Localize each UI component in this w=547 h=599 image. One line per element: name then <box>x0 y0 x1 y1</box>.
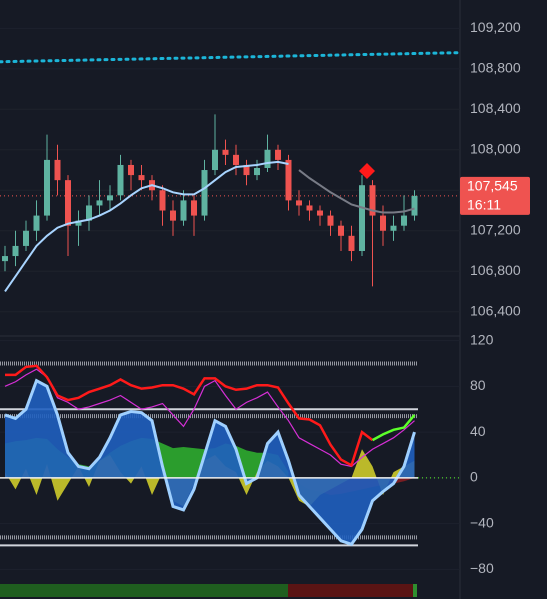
candle-body <box>285 159 292 201</box>
candle-body <box>191 200 197 216</box>
candle-body <box>170 210 176 221</box>
candle-body <box>306 205 313 211</box>
state-strip-bull <box>0 584 288 597</box>
candle-body <box>128 164 134 176</box>
y-tick-label: 40 <box>470 423 486 439</box>
candle-body <box>401 215 407 226</box>
last-price-label: 107,545 <box>467 178 518 194</box>
candle-body <box>201 170 208 216</box>
oscillator-line <box>371 414 416 442</box>
y-tick-label: 108,000 <box>470 140 521 156</box>
candle-body <box>44 159 50 216</box>
candle-body <box>2 256 8 262</box>
candle-body <box>243 164 250 176</box>
oscillator-line <box>5 364 374 468</box>
candle-body <box>138 175 145 181</box>
candle-body <box>212 149 218 171</box>
moving-average <box>298 169 415 214</box>
candle-body <box>96 200 103 206</box>
candle-body <box>348 235 355 251</box>
y-tick-label: −80 <box>470 560 494 576</box>
candle-body <box>327 215 334 226</box>
signal-marker <box>359 163 375 180</box>
candle-body <box>107 195 113 201</box>
candle-body <box>296 200 302 206</box>
candle-body <box>275 149 281 160</box>
candle-body <box>338 225 344 236</box>
candle-body <box>117 164 124 196</box>
last-price-tag <box>460 176 530 215</box>
y-tick-label: 120 <box>470 331 494 347</box>
candle-body <box>411 195 418 216</box>
candle-body <box>23 230 29 246</box>
candle-body <box>390 225 397 231</box>
y-tick-label: 109,200 <box>470 19 521 35</box>
moving-average <box>4 160 289 293</box>
state-strip-bear <box>288 584 413 597</box>
y-tick-label: 80 <box>470 377 486 393</box>
countdown-label: 16:11 <box>467 197 501 213</box>
candle-body <box>380 215 386 231</box>
wave-area <box>5 380 415 545</box>
candle-body <box>180 200 187 221</box>
candle-body <box>359 185 365 251</box>
candle-body <box>12 245 19 257</box>
candle-body <box>159 190 166 211</box>
y-tick-label: −40 <box>470 514 494 530</box>
candle-body <box>33 215 40 231</box>
candle-body <box>54 159 61 181</box>
candle-body <box>254 168 260 176</box>
candle-body <box>264 149 271 169</box>
y-tick-label: 108,400 <box>470 100 521 116</box>
y-tick-label: 108,800 <box>470 60 521 76</box>
y-tick-label: 106,400 <box>470 302 521 318</box>
candle-body <box>65 180 71 226</box>
candle-body <box>317 210 323 216</box>
state-strip-end <box>413 584 417 597</box>
y-tick-label: 107,200 <box>470 221 521 237</box>
wave-line <box>4 378 416 547</box>
oscillator-line <box>4 368 415 468</box>
candle-body <box>233 154 239 165</box>
candle-body <box>75 220 82 226</box>
level-line <box>0 51 462 64</box>
candle-body <box>86 205 92 221</box>
y-tick-label: 106,800 <box>470 262 521 278</box>
candle-body <box>369 185 376 216</box>
candle-body <box>222 149 229 155</box>
y-tick-label: 0 <box>470 469 478 485</box>
